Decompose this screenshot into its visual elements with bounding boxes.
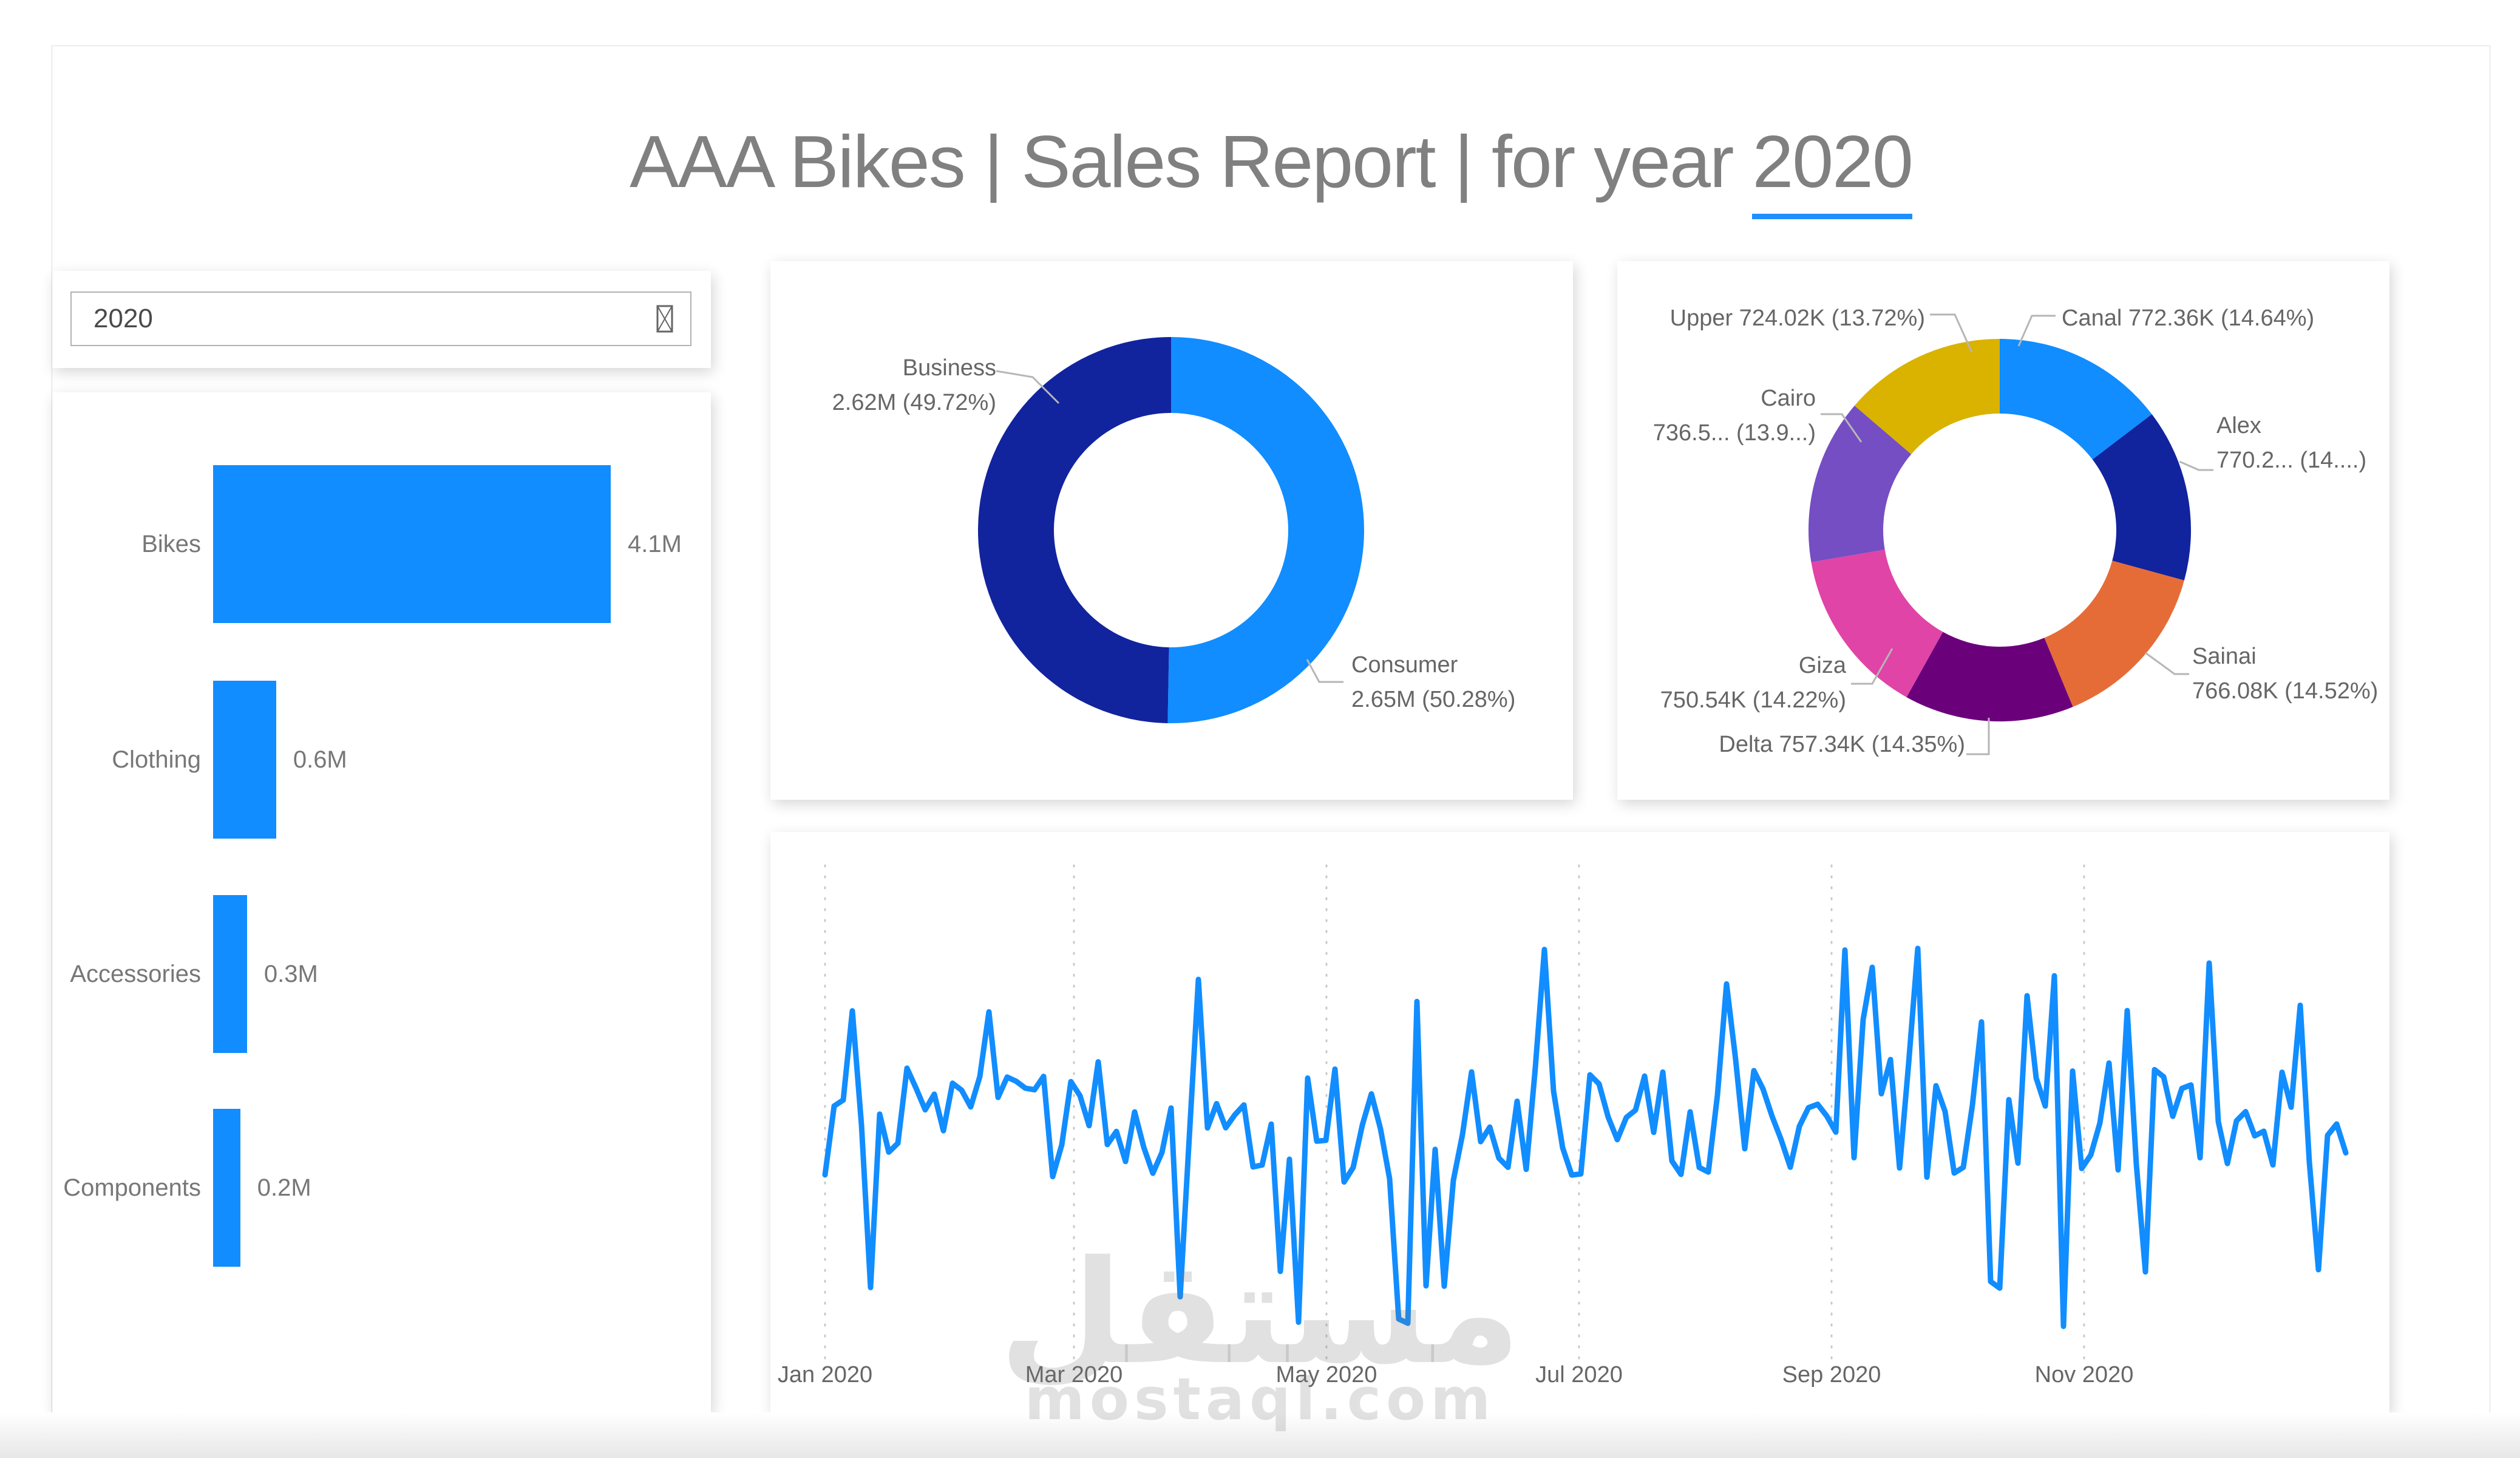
donut-slice-business[interactable] [978, 337, 1171, 723]
donut-slice-giza[interactable] [1811, 550, 1943, 698]
leader-line-alex [2179, 460, 2213, 471]
leader-line-sainai [2145, 652, 2189, 675]
category-label: Accessories [70, 960, 201, 987]
x-tick-sep: Sep 2020 [1782, 1362, 1881, 1388]
daily-sales-line[interactable] [822, 945, 2349, 1329]
title-year: 2020 [1752, 120, 1914, 219]
bar-clothing[interactable] [213, 681, 276, 839]
leader-line-cairo [1821, 413, 1863, 443]
donut-slice-cairo[interactable] [1808, 405, 1912, 562]
donut-slice-delta[interactable] [1906, 632, 2073, 721]
page-bottom-fade [0, 1412, 2520, 1458]
bar-value-label: 4.1M [628, 530, 682, 557]
donut-label-sainai: Sainai 766.08K (14.52%) [2192, 644, 2379, 704]
bar-row: Bikes 4.1M [52, 465, 711, 623]
report-canvas: AAA Bikes | Sales Report | for year 2020… [52, 46, 2490, 1413]
category-label: Clothing [112, 746, 201, 773]
notdef-glyph-icon[interactable] [656, 305, 673, 333]
bar-row: Accessories 0.3M [52, 895, 711, 1053]
x-tick-mar: Mar 2020 [1025, 1362, 1123, 1388]
donut-label-giza: Giza 750.54K (14.22%) [1660, 653, 1846, 713]
region-donut[interactable] [1617, 261, 2389, 800]
donut-slice-upper[interactable] [1854, 339, 2000, 455]
donut-label-cairo: Cairo 736.5... (13.9...) [1652, 386, 1816, 446]
donut-slice-consumer[interactable] [1167, 337, 1365, 723]
year-dropdown-value: 2020 [93, 304, 153, 333]
leader-line-delta [1966, 718, 1990, 755]
donut-slice-alex[interactable] [2092, 414, 2191, 581]
donut-label-delta: Delta 757.34K (14.35%) [1719, 732, 1965, 757]
donut-slice-sainai[interactable] [2044, 560, 2184, 707]
leader-line-canal [2017, 315, 2056, 347]
bar-value-label: 0.2M [257, 1174, 311, 1201]
donut-label-consumer: Consumer 2.65M (50.28%) [1351, 652, 1516, 712]
bar-row: Clothing 0.6M [52, 681, 711, 839]
donut-label-canal: Canal 772.36K (14.64%) [2062, 305, 2315, 331]
leader-line-consumer [1306, 659, 1343, 683]
donut-label-upper: Upper 724.02K (13.72%) [1669, 305, 1925, 331]
donut-label-alex: Alex 770.2... (14....) [2216, 413, 2367, 473]
bar-accessories[interactable] [213, 895, 247, 1053]
bar-value-label: 0.6M [293, 746, 347, 773]
x-tick-jan: Jan 2020 [777, 1362, 873, 1388]
customer-type-donut[interactable] [770, 261, 1573, 800]
x-tick-may: May 2020 [1275, 1362, 1377, 1388]
year-slicer-panel: 2020 [52, 271, 711, 368]
year-dropdown[interactable]: 2020 [70, 291, 691, 346]
bar-value-label: 0.3M [263, 960, 318, 987]
leader-line-giza [1851, 648, 1893, 685]
category-label: Components [63, 1174, 201, 1201]
donut-label-business: Business 2.62M (49.72%) [832, 355, 996, 415]
category-label: Bikes [141, 530, 201, 557]
sales-by-category-bar-chart: Bikes 4.1M Clothing 0.6M Accessories 0.3… [52, 392, 711, 1412]
donut-slice-canal[interactable] [2000, 339, 2152, 460]
daily-sales-line-chart[interactable] [770, 832, 2389, 1412]
page-title-text: AAA Bikes | Sales Report | for year [630, 120, 1753, 203]
leader-line-upper [1930, 313, 1973, 353]
region-donut-panel: Upper 724.02K (13.72%) Canal 772.36K (14… [1617, 261, 2389, 800]
bar-components[interactable] [213, 1109, 240, 1267]
bar-row: Components 0.2M [52, 1109, 711, 1267]
x-tick-nov: Nov 2020 [2034, 1362, 2134, 1388]
bar-bikes[interactable] [213, 465, 611, 623]
daily-sales-line-panel: Jan 2020 Mar 2020 May 2020 Jul 2020 Sep … [770, 832, 2389, 1412]
page-title: AAA Bikes | Sales Report | for year 2020 [52, 119, 2490, 219]
leader-line-business [996, 370, 1060, 404]
x-tick-jul: Jul 2020 [1535, 1362, 1623, 1388]
customer-type-donut-panel: Business 2.62M (49.72%) Consumer 2.65M (… [770, 261, 1573, 800]
